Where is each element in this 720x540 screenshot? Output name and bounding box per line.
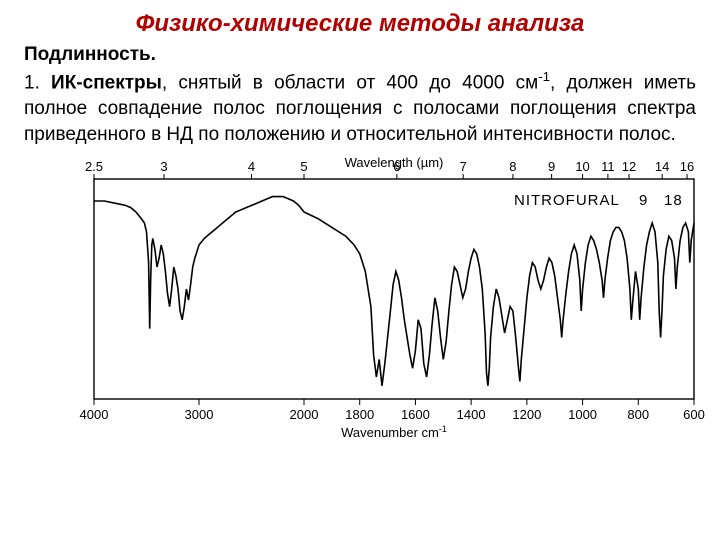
svg-text:1400: 1400	[457, 407, 486, 422]
svg-text:600: 600	[683, 407, 705, 422]
svg-text:2000: 2000	[290, 407, 319, 422]
svg-text:12: 12	[622, 159, 636, 174]
svg-text:16: 16	[680, 159, 694, 174]
svg-text:4000: 4000	[80, 407, 109, 422]
svg-text:1800: 1800	[345, 407, 374, 422]
svg-text:11: 11	[601, 159, 615, 174]
body-bold: ИК-спектры	[51, 72, 162, 93]
svg-text:9: 9	[548, 159, 555, 174]
svg-text:7: 7	[460, 159, 467, 174]
svg-text:1200: 1200	[512, 407, 541, 422]
svg-text:NITROFURAL: NITROFURAL	[514, 192, 620, 209]
svg-text:1000: 1000	[568, 407, 597, 422]
svg-text:1600: 1600	[401, 407, 430, 422]
body-sup: -1	[538, 69, 550, 84]
body-text: 1. ИК-спектры, снятый в области от 400 д…	[24, 68, 696, 147]
svg-text:Wavenumber cm-1: Wavenumber cm-1	[341, 424, 447, 440]
svg-text:3: 3	[160, 159, 167, 174]
svg-text:18: 18	[664, 192, 683, 209]
svg-text:14: 14	[655, 159, 669, 174]
svg-text:2.5: 2.5	[85, 159, 103, 174]
slide-title: Физико-химические методы анализа	[24, 10, 696, 38]
ir-spectrum-svg: Wavelength (µm)2.53456789101112141640003…	[24, 155, 714, 455]
svg-text:3000: 3000	[185, 407, 214, 422]
ir-spectrum-chart: Wavelength (µm)2.53456789101112141640003…	[24, 155, 696, 455]
svg-text:6: 6	[393, 159, 400, 174]
svg-text:10: 10	[575, 159, 589, 174]
body-lead: 1.	[24, 72, 51, 93]
svg-text:4: 4	[248, 159, 255, 174]
svg-text:5: 5	[300, 159, 307, 174]
subhead: Подлинность.	[24, 44, 696, 66]
body-part-a: , снятый в области от 400 до 4000 см	[162, 72, 538, 93]
svg-text:8: 8	[509, 159, 516, 174]
svg-text:800: 800	[627, 407, 649, 422]
svg-text:9: 9	[639, 192, 648, 209]
